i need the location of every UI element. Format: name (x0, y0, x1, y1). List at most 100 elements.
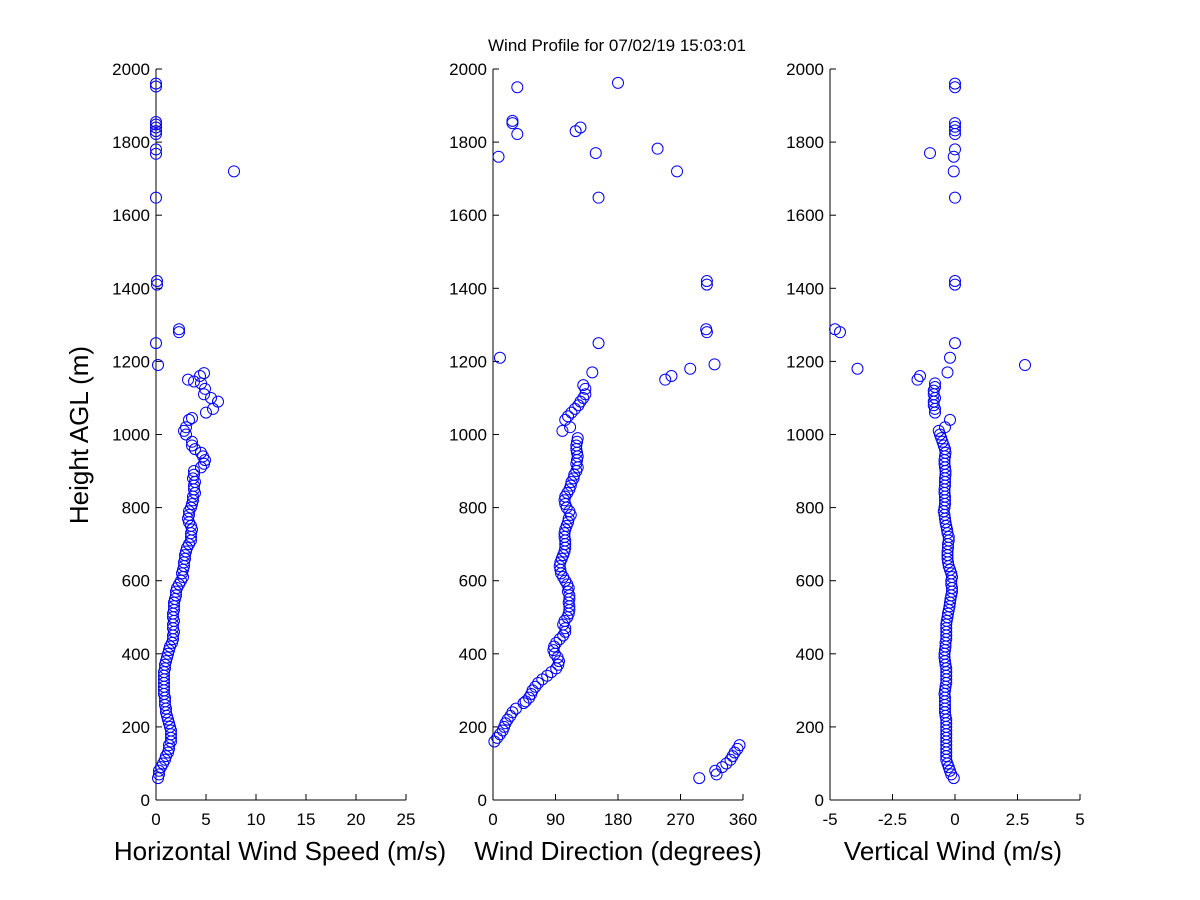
speed-data-point (185, 501, 197, 514)
vertical-x-tick-label: 5 (1075, 810, 1084, 829)
speed-data-point (188, 465, 200, 478)
speed-data-point (182, 373, 194, 386)
vertical-data-point (949, 278, 961, 291)
direction-data-point (586, 366, 599, 379)
speed-x-tick-label: 0 (151, 810, 160, 829)
speed-data-point (183, 508, 195, 521)
vertical-data-point (949, 337, 961, 350)
vertical-data-point (944, 351, 956, 364)
direction-x-tick-label: 0 (488, 810, 497, 829)
direction-data-point (559, 413, 572, 426)
speed-x-axis-label: Horizontal Wind Speed (m/s) (114, 836, 446, 866)
speed-data-point (163, 644, 175, 657)
speed-data-point (173, 326, 185, 339)
direction-data-point (532, 677, 545, 690)
speed-x-tick-label: 10 (247, 810, 266, 829)
direction-data-point (493, 728, 506, 741)
speed-data-point (150, 143, 162, 156)
vertical-data-point (914, 370, 926, 383)
vertical-data-point (924, 147, 936, 160)
vertical-markers (829, 77, 1031, 785)
direction-data-point (612, 76, 624, 89)
direction-data-point (563, 505, 576, 518)
direction-data-point (551, 651, 564, 664)
direction-data-point (511, 81, 524, 94)
direction-data-point (558, 494, 571, 507)
speed-data-point (194, 370, 206, 383)
vertical-y-tick-label: 600 (796, 572, 824, 591)
speed-data-point (180, 545, 192, 558)
speed-data-point (207, 402, 219, 415)
speed-y-tick-label: 1600 (112, 206, 150, 225)
vertical-y-tick-label: 800 (796, 499, 824, 518)
direction-data-point (550, 636, 563, 649)
direction-y-tick-label: 600 (459, 572, 487, 591)
speed-x-tick-label: 20 (347, 810, 366, 829)
figure-title: Wind Profile for 07/02/19 15:03:01 (488, 36, 746, 55)
vertical-data-point (944, 413, 956, 426)
speed-y-tick-label: 800 (122, 499, 150, 518)
direction-data-point (567, 472, 580, 485)
direction-data-point (552, 658, 565, 671)
vertical-data-point (851, 362, 864, 375)
direction-y-tick-label: 1000 (449, 426, 487, 445)
vertical-y-tick-label: 200 (796, 718, 824, 737)
vertical-data-point (932, 424, 945, 437)
speed-markers (150, 77, 240, 785)
direction-data-point (506, 706, 519, 719)
vertical-x-tick-label: -2.5 (878, 810, 907, 829)
vertical-data-point (939, 421, 951, 434)
direction-data-point (693, 772, 706, 785)
direction-data-point (709, 764, 722, 777)
vertical-data-point (1019, 359, 1031, 372)
speed-y-tick-label: 0 (141, 791, 150, 810)
speed-data-point (150, 118, 162, 131)
direction-data-point (541, 669, 554, 682)
direction-data-point (506, 114, 519, 127)
vertical-data-point (947, 165, 960, 178)
direction-y-tick-label: 0 (478, 791, 487, 810)
speed-x-tick-label: 25 (397, 810, 416, 829)
speed-y-tick-label: 200 (122, 718, 150, 737)
vertical-data-point (947, 772, 960, 785)
vertical-data-point (949, 191, 961, 204)
vertical-x-tick-label: 2.5 (1006, 810, 1030, 829)
direction-y-tick-label: 200 (459, 718, 487, 737)
direction-data-point (700, 274, 713, 287)
direction-x-tick-label: 270 (666, 810, 694, 829)
vertical-data-point (949, 81, 961, 94)
vertical-data-point (949, 274, 961, 287)
speed-x-tick-label: 5 (201, 810, 210, 829)
direction-y-tick-label: 1200 (449, 352, 487, 371)
speed-data-point (164, 720, 176, 733)
speed-y-tick-label: 2000 (112, 60, 150, 79)
direction-y-tick-label: 2000 (449, 60, 487, 79)
direction-data-point (671, 165, 684, 178)
direction-markers (488, 76, 746, 785)
direction-data-point (506, 117, 519, 130)
direction-data-point (570, 439, 583, 452)
speed-data-point (173, 323, 185, 336)
speed-y-tick-label: 1200 (112, 352, 150, 371)
speed-data-point (205, 391, 217, 404)
direction-data-point (493, 351, 506, 364)
speed-y-tick-label: 600 (122, 572, 150, 591)
vertical-data-point (929, 377, 941, 390)
direction-data-point (556, 424, 569, 437)
vertical-data-point (949, 77, 961, 90)
speed-data-point (212, 395, 224, 408)
direction-data-point (488, 735, 501, 748)
vertical-y-tick-label: 1200 (786, 352, 824, 371)
vertical-data-point (939, 446, 952, 459)
speed-data-point (183, 413, 195, 426)
direction-y-tick-label: 800 (459, 499, 487, 518)
speed-data-point (228, 165, 240, 178)
vertical-data-point (947, 150, 960, 163)
speed-data-point (195, 446, 207, 459)
direction-data-point (577, 379, 590, 392)
direction-data-point (565, 406, 578, 419)
vertical-data-point (941, 366, 954, 379)
speed-data-point (152, 359, 164, 372)
direction-data-point (492, 150, 505, 163)
